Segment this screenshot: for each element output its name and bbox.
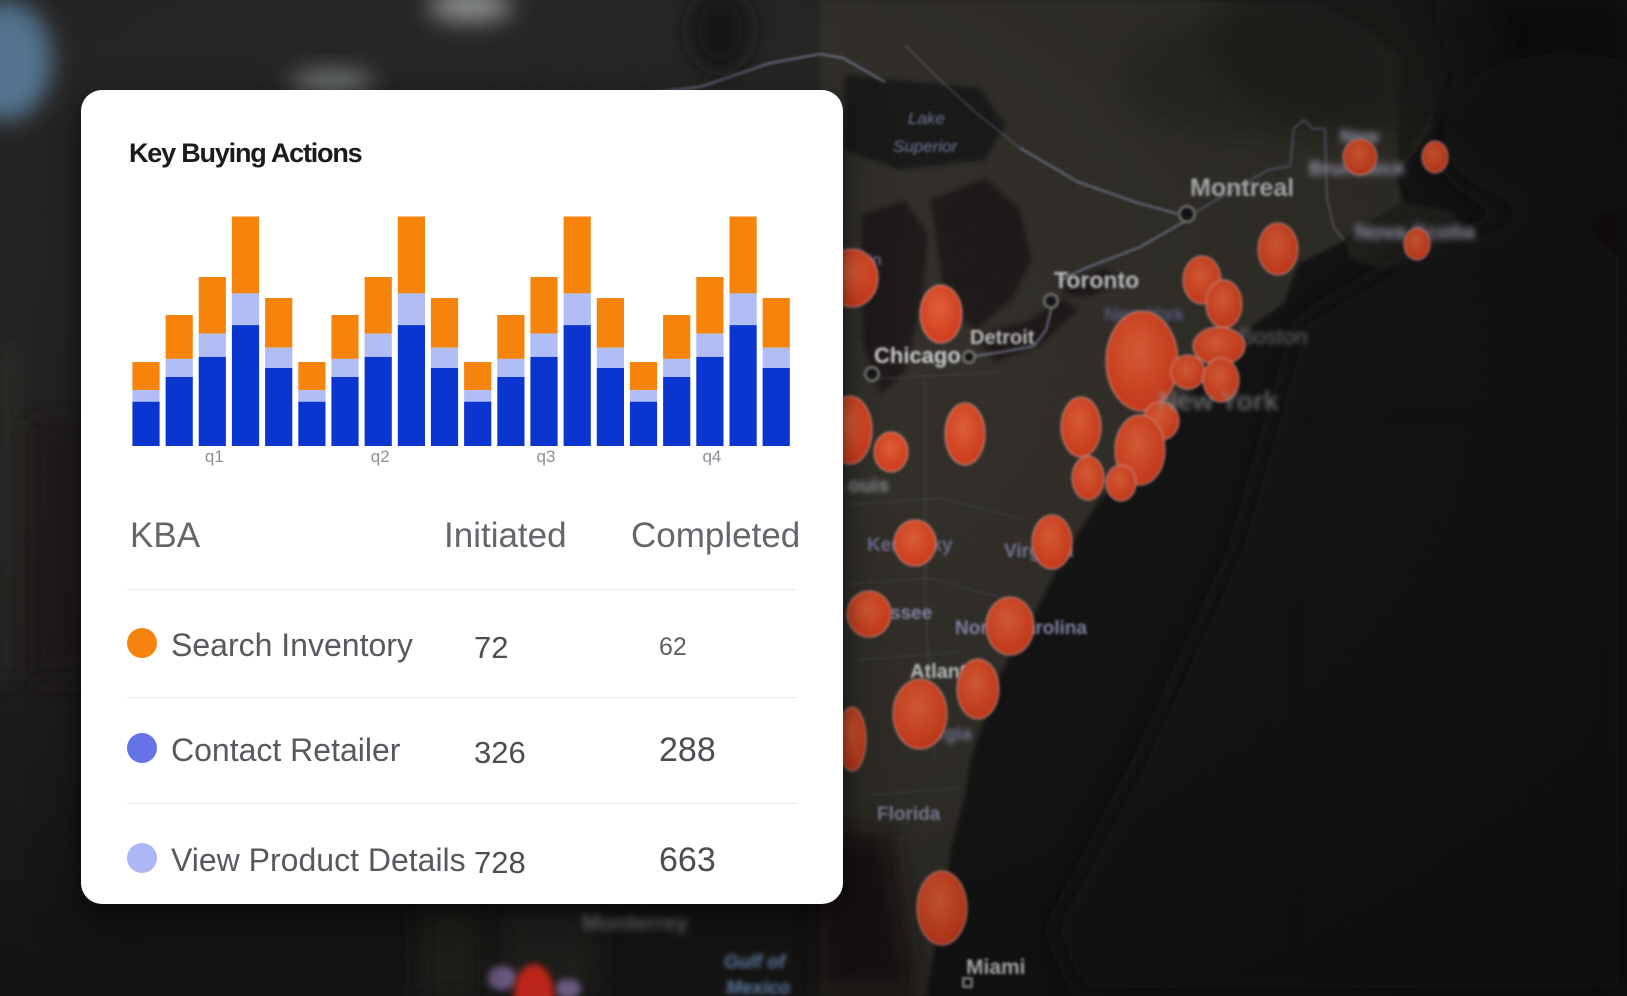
svg-text:q4: q4 (702, 447, 721, 466)
svg-text:q3: q3 (537, 447, 556, 466)
svg-text:q1: q1 (205, 447, 224, 466)
svg-text:q2: q2 (371, 447, 390, 466)
